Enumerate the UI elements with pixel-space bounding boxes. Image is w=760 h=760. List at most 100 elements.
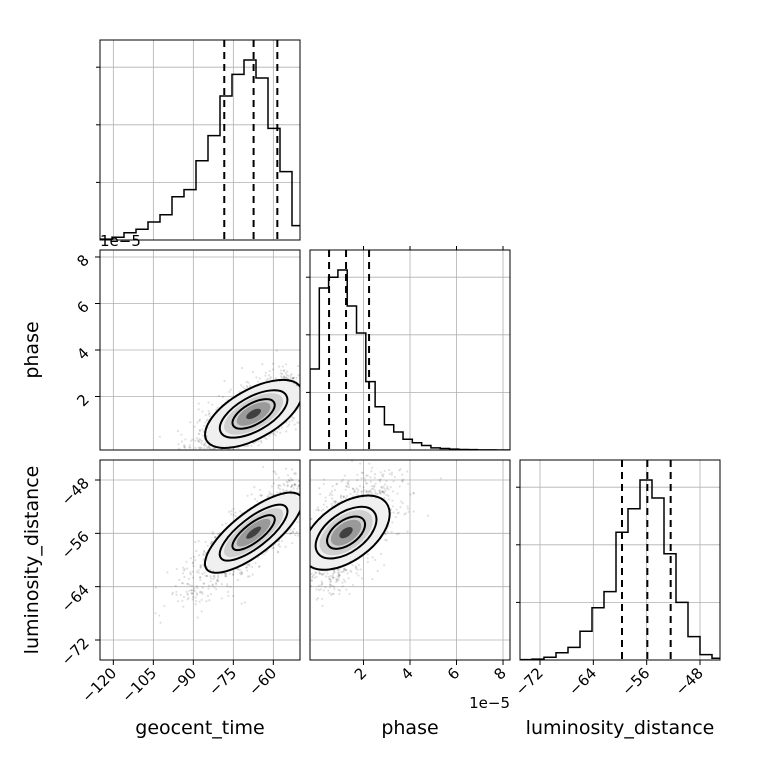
scatter-point xyxy=(367,490,371,493)
scatter-point xyxy=(202,443,205,446)
scatter-point xyxy=(361,492,364,496)
scatter-point xyxy=(306,547,308,549)
scatter-point xyxy=(204,421,207,424)
scatter-point xyxy=(207,587,210,590)
scatter-point xyxy=(302,491,304,493)
scatter-point xyxy=(302,381,304,383)
scatter-point xyxy=(306,492,308,494)
x-tick-label: −90 xyxy=(165,664,200,699)
scatter-point xyxy=(383,487,386,490)
scatter-point xyxy=(312,389,314,391)
scatter-point xyxy=(204,574,207,577)
scatter-point xyxy=(315,571,318,574)
scatter-point xyxy=(280,426,284,429)
scatter-point xyxy=(199,457,201,459)
scatter-point xyxy=(302,389,304,391)
scatter-point xyxy=(178,578,181,582)
scatter-point xyxy=(214,535,217,539)
scatter-point xyxy=(248,575,251,578)
scatter-point xyxy=(320,584,323,587)
scatter-point xyxy=(272,546,275,549)
scatter-point xyxy=(200,439,204,443)
scatter-point xyxy=(305,561,307,563)
scatter-point xyxy=(328,577,331,581)
scatter-point xyxy=(401,478,405,481)
scatter-point xyxy=(295,376,298,379)
scatter-point xyxy=(342,569,345,572)
scatter-point xyxy=(189,446,192,449)
scatter-point xyxy=(289,528,292,531)
scatter-point xyxy=(203,571,206,574)
scatter-point xyxy=(220,450,222,452)
scatter-point xyxy=(327,575,330,579)
scatter-point xyxy=(274,376,277,380)
scatter-point xyxy=(383,492,386,495)
scatter-point xyxy=(302,506,304,508)
scatter-point xyxy=(301,506,303,508)
scatter-point xyxy=(204,540,207,544)
scatter-point xyxy=(289,477,292,480)
scatter-point xyxy=(183,444,186,447)
scatter-point xyxy=(359,367,361,369)
scatter-point xyxy=(321,581,324,585)
scatter-point xyxy=(331,341,333,343)
scatter-point xyxy=(304,361,306,363)
scatter-point xyxy=(341,478,344,481)
scatter-point xyxy=(333,588,336,591)
scatter-point xyxy=(291,478,294,482)
scatter-point xyxy=(289,374,292,377)
scatter-point xyxy=(294,471,297,474)
scatter-point xyxy=(341,483,343,485)
scatter-point xyxy=(186,582,189,586)
scatter-point xyxy=(304,383,306,385)
scatter-point xyxy=(342,495,345,499)
scatter-point xyxy=(188,473,190,475)
scatter-point xyxy=(270,485,274,488)
scatter-point xyxy=(334,500,337,503)
scatter-point xyxy=(360,477,363,480)
scatter-point xyxy=(253,485,256,489)
scatter-point xyxy=(278,539,281,543)
scatter-point xyxy=(343,567,346,570)
scatter-point xyxy=(183,575,186,579)
scatter-point xyxy=(182,605,185,608)
scatter-point xyxy=(344,569,347,572)
scatter-point xyxy=(195,437,199,440)
scatter-point xyxy=(197,440,200,443)
scatter-point xyxy=(229,388,232,391)
scatter-point xyxy=(208,446,212,450)
scatter-point xyxy=(184,451,186,453)
scatter-point xyxy=(186,456,188,458)
scatter-point xyxy=(398,485,401,488)
scatter-point xyxy=(221,395,225,399)
scatter-point xyxy=(282,375,285,378)
scatter-point xyxy=(426,514,430,517)
panel-frame-group xyxy=(99,459,301,661)
scatter-point xyxy=(180,582,184,585)
scatter-point xyxy=(201,572,204,576)
y-tick-label: −64 xyxy=(58,581,93,616)
scatter-point xyxy=(412,492,415,495)
y-axis-title-luminosity_distance: luminosity_distance xyxy=(21,466,43,655)
scatter-point xyxy=(182,595,186,599)
scatter-point xyxy=(297,554,299,556)
scatter-point xyxy=(197,402,200,405)
scatter-point xyxy=(310,578,313,582)
scatter-point xyxy=(258,377,261,380)
scatter-point xyxy=(291,542,294,545)
scatter-point xyxy=(378,491,382,494)
scatter-point xyxy=(343,361,345,363)
scatter-point xyxy=(322,503,325,506)
scatter-point xyxy=(322,508,325,511)
scatter-point xyxy=(331,592,334,596)
scatter-point xyxy=(293,417,296,420)
scatter-point xyxy=(337,572,340,575)
scatter-point xyxy=(193,587,196,590)
scatter-point xyxy=(281,556,283,558)
scatter-point xyxy=(317,584,320,587)
scatter-point xyxy=(328,577,331,581)
scatter-point xyxy=(277,551,280,554)
scatter-point xyxy=(199,566,202,569)
scatter-point xyxy=(310,517,313,520)
scatter-point xyxy=(396,492,399,495)
